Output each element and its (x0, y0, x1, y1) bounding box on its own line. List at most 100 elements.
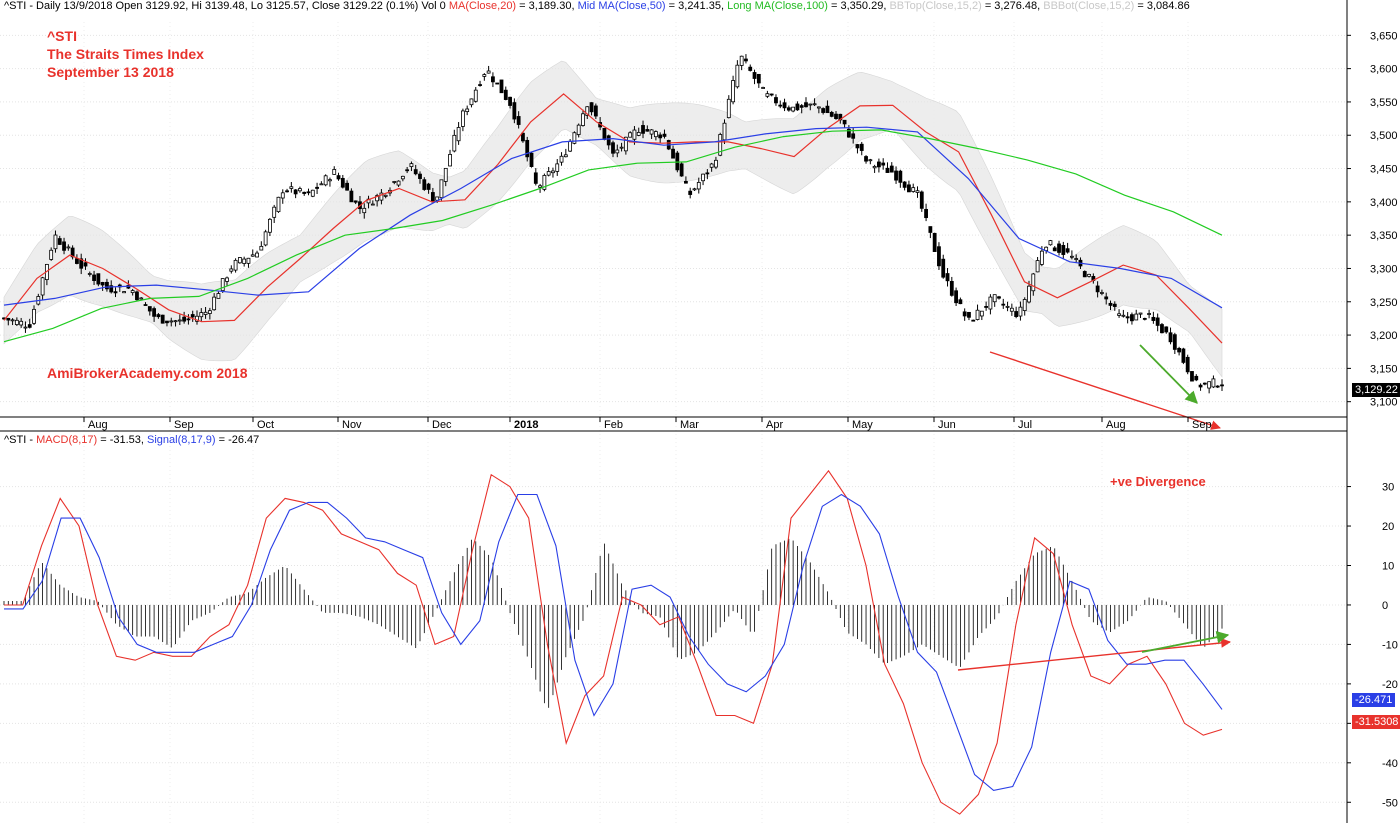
macd-line (4, 469, 1223, 815)
candle-body (456, 127, 461, 142)
candlesticks (2, 54, 1224, 394)
candle-body (1108, 302, 1113, 306)
ma100-line (3, 129, 1223, 343)
candle-body (1198, 384, 1203, 388)
chart-title-block: ^STI The Straits Times Index September 1… (47, 27, 204, 81)
candle-body (57, 238, 62, 245)
candle-body (868, 159, 873, 162)
candle-body (255, 252, 259, 258)
candle-body (593, 105, 598, 117)
candle-body (816, 106, 821, 109)
ma50-line (3, 126, 1223, 309)
candle-body (491, 76, 495, 83)
candle-body (988, 296, 993, 310)
candle-body (533, 172, 538, 184)
candle-body (143, 304, 148, 306)
candle-body (383, 194, 388, 197)
candle-body (1211, 378, 1216, 388)
candle-body (958, 299, 963, 305)
candle-body (701, 173, 705, 182)
candle-body (705, 172, 710, 175)
divergence-label: +ve Divergence (1110, 474, 1206, 489)
candle-body (508, 96, 512, 106)
candle-body (147, 306, 152, 312)
candle-body (709, 163, 714, 168)
bollinger-band-area (3, 60, 1223, 378)
candle-body (323, 175, 328, 186)
candle-body (606, 135, 611, 146)
candle-body (332, 169, 337, 175)
candle-body (246, 257, 251, 264)
candle-body (229, 268, 234, 272)
candle-body (40, 277, 45, 296)
price-tick-label: 3,500 (1370, 130, 1398, 142)
candle-body (109, 285, 114, 293)
candle-body (32, 308, 36, 324)
candle-body (460, 110, 465, 127)
signal-label: Signal(8,17,9) (147, 434, 216, 446)
candle-body (684, 180, 688, 184)
ma20-label: MA(Close,20) (448, 0, 517, 12)
candle-body (27, 324, 32, 328)
candle-body (439, 179, 444, 199)
candle-body (1057, 243, 1061, 253)
candle-body (675, 152, 680, 171)
candle-body (1035, 260, 1040, 273)
candle-body (632, 129, 637, 140)
candle-body (636, 132, 641, 136)
price-info: - Daily 13/9/2018 Open 3129.92, Hi 3139.… (26, 0, 449, 12)
candle-body (1134, 313, 1139, 321)
candle-body (195, 315, 199, 322)
candle-body (551, 170, 555, 174)
price-tick-label: 3,400 (1370, 197, 1398, 209)
candle-body (1177, 347, 1182, 353)
candle-body (250, 254, 255, 257)
signal-value: = -26.47 (215, 434, 260, 446)
candle-body (1052, 247, 1057, 252)
candle-body (1027, 285, 1031, 303)
candle-body (782, 102, 787, 109)
macd-tick-label: 0 (1382, 600, 1388, 612)
candle-body (448, 154, 452, 167)
candle-body (864, 156, 868, 162)
candle-body (75, 258, 79, 264)
candle-body (1087, 273, 1091, 277)
candle-body (122, 291, 126, 294)
month-label: Apr (766, 419, 783, 431)
candle-body (739, 55, 744, 66)
candle-body (1220, 384, 1224, 387)
candle-body (731, 80, 735, 103)
candle-body (568, 140, 573, 152)
candle-body (855, 144, 860, 149)
bbbot-label: BBBot(Close,15,2) (1043, 0, 1135, 12)
candle-body (821, 108, 826, 113)
macd-value: = -31.53, (97, 434, 148, 446)
candle-body (495, 82, 500, 85)
candle-body (1001, 303, 1006, 306)
candle-body (263, 231, 268, 246)
candle-body (186, 318, 191, 321)
candle-body (486, 70, 491, 74)
candle-body (954, 290, 958, 304)
candle-body (924, 208, 928, 219)
candle-body (615, 149, 620, 154)
candle-body (645, 129, 650, 132)
month-label: Aug (1106, 419, 1126, 431)
candle-body (499, 79, 504, 94)
candle-body (932, 232, 937, 252)
chart-title-date: September 13 2018 (47, 64, 174, 80)
candle-body (971, 319, 976, 322)
candle-body (928, 226, 933, 233)
candle-body (328, 179, 332, 182)
candle-body (559, 155, 564, 163)
candle-body (289, 186, 294, 189)
candle-body (225, 277, 229, 282)
candle-body (1095, 285, 1100, 293)
candle-body (465, 108, 470, 113)
candle-body (658, 134, 663, 139)
candle-body (641, 125, 645, 134)
candle-body (1151, 316, 1156, 321)
candle-body (881, 162, 886, 166)
